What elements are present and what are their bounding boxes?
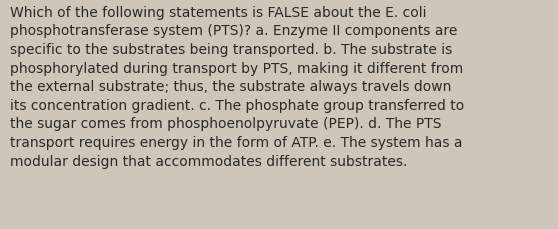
Text: Which of the following statements is FALSE about the E. coli
phosphotransferase : Which of the following statements is FAL… — [10, 6, 464, 168]
